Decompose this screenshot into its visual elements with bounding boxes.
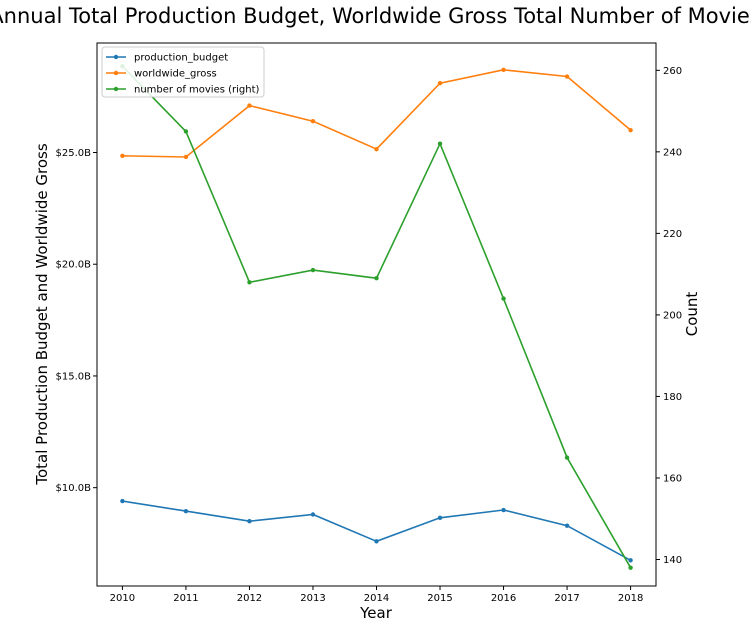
x-tick-label: 2013 <box>300 593 325 604</box>
y-left-tick-label: $10.0B <box>56 483 92 494</box>
y-right-tick-label: 180 <box>663 392 682 403</box>
legend-marker-number-of-movies-right <box>113 86 119 92</box>
data-point-worldwide-gross <box>437 81 443 86</box>
data-point-worldwide-gross <box>628 127 633 133</box>
y-left-tick-label: $15.0B <box>56 371 92 382</box>
y-axis-left-label: Total Production Budget and Worldwide Gr… <box>33 143 51 485</box>
data-point-worldwide-gross <box>310 119 316 124</box>
data-point-number-of-movies-right <box>310 267 316 273</box>
legend-marker-production-budget <box>113 54 119 60</box>
data-point-production-budget <box>501 507 506 513</box>
x-tick-label: 2010 <box>110 593 135 604</box>
x-tick-label: 2012 <box>237 593 262 604</box>
y-right-tick-label: 140 <box>663 555 682 566</box>
data-point-number-of-movies-right <box>183 129 189 134</box>
data-point-number-of-movies-right <box>374 276 379 281</box>
data-point-production-budget <box>628 558 633 563</box>
y-axis-left: $10.0B $15.0B $20.0B $25.0B <box>56 148 97 494</box>
data-point-worldwide-gross <box>374 146 379 152</box>
data-point-worldwide-gross <box>501 67 506 73</box>
plot-area-frame <box>96 42 657 587</box>
data-point-number-of-movies-right <box>501 296 506 301</box>
legend-label-worldwide-gross: worldwide_gross <box>134 69 217 80</box>
x-tick-label: 2018 <box>618 593 643 604</box>
legend-label-number-of-movies-right: number of movies (right) <box>134 85 260 96</box>
data-point-worldwide-gross <box>564 74 570 79</box>
x-axis: 2010 2011 2012 2013 2014 2015 2016 2017 2018 <box>110 586 643 604</box>
data-point-production-budget <box>247 518 252 524</box>
data-point-production-budget <box>183 508 189 514</box>
legend-label-production-budget: production_budget <box>134 53 228 64</box>
x-tick-label: 2015 <box>427 593 452 604</box>
y-axis-right: 140 160 180 200 220 240 260 <box>656 66 682 566</box>
series-layer <box>120 64 633 570</box>
data-point-worldwide-gross <box>247 103 252 108</box>
data-point-production-budget <box>310 512 316 517</box>
chart-title: Annual Total Production Budget, Worldwid… <box>0 4 751 28</box>
y-right-tick-label: 260 <box>663 66 682 77</box>
y-left-tick-label: $25.0B <box>56 148 92 159</box>
data-point-production-budget <box>437 515 443 521</box>
series-line-number-of-movies-right <box>121 65 632 569</box>
x-tick-label: 2014 <box>364 593 389 604</box>
x-tick-label: 2017 <box>554 593 579 604</box>
data-point-worldwide-gross <box>120 153 125 159</box>
legend-marker-worldwide-gross <box>113 70 119 76</box>
y-left-tick-label: $20.0B <box>56 260 92 271</box>
data-point-worldwide-gross <box>183 154 189 160</box>
x-tick-label: 2011 <box>173 593 198 604</box>
data-point-production-budget <box>120 498 125 504</box>
series-line-production-budget <box>122 500 631 562</box>
data-point-production-budget <box>374 539 379 544</box>
y-axis-right-label: Count <box>683 292 701 337</box>
data-point-number-of-movies-right <box>628 565 633 570</box>
data-point-number-of-movies-right <box>437 141 443 146</box>
data-point-number-of-movies-right <box>564 455 570 460</box>
y-right-tick-label: 220 <box>663 229 682 240</box>
y-right-tick-label: 240 <box>663 147 682 158</box>
y-right-tick-label: 200 <box>663 310 682 321</box>
y-right-tick-label: 160 <box>663 473 682 484</box>
legend-box <box>101 46 265 98</box>
data-point-number-of-movies-right <box>247 280 252 285</box>
data-point-production-budget <box>564 523 570 528</box>
x-axis-label: Year <box>359 604 393 622</box>
x-tick-label: 2016 <box>491 593 516 604</box>
